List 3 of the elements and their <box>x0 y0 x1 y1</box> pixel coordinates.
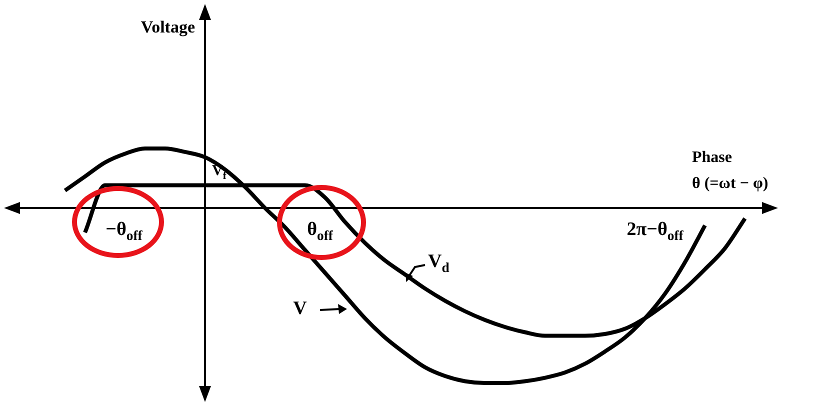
x-axis-title: Phase θ (=ωt − φ) <box>692 149 768 192</box>
series-label: V <box>293 298 308 319</box>
text: Voltage <box>140 17 196 36</box>
